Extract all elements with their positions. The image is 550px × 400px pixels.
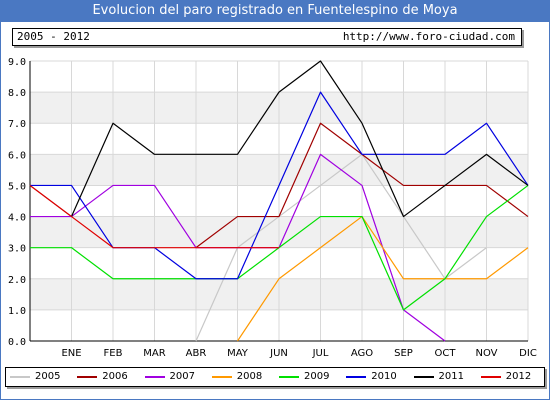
legend-swatch	[77, 376, 98, 378]
legend-swatch	[144, 376, 165, 378]
y-tick-label: 0.0	[8, 337, 26, 348]
chart-legend: 2005 2006 2007 2008 2009 2010 2011 2012	[5, 367, 545, 387]
x-tick-label: FEB	[104, 348, 123, 359]
legend-item-2006: 2006	[77, 368, 140, 386]
legend-label: 2010	[371, 371, 397, 382]
legend-label: 2007	[169, 371, 195, 382]
year-range: 2005 - 2012	[17, 30, 90, 43]
legend-swatch	[211, 376, 232, 378]
x-tick-label: AGO	[351, 348, 373, 359]
y-tick-label: 3.0	[8, 244, 26, 255]
x-tick-label: JUN	[269, 348, 288, 359]
legend-item-2008: 2008	[211, 368, 275, 386]
legend-swatch	[279, 376, 299, 378]
legend-item-2010: 2010	[346, 368, 409, 386]
legend-swatch	[10, 376, 30, 378]
legend-label: 2012	[505, 371, 532, 382]
series-line-2011	[70, 60, 529, 218]
x-tick-label: MAY	[227, 348, 249, 359]
series-line-2008	[237, 215, 529, 342]
legend-label: 2011	[438, 371, 464, 382]
legend-label: 2005	[35, 371, 61, 382]
legend-swatch	[346, 376, 367, 378]
y-tick-label: 2.0	[8, 275, 26, 286]
legend-item-2005: 2005	[10, 368, 73, 386]
series-line-2012	[29, 184, 279, 249]
x-tick-label: ENE	[61, 348, 81, 359]
legend-label: 2006	[102, 371, 128, 382]
info-box: 2005 - 2012 http://www.foro-ciudad.com	[12, 28, 522, 46]
legend-item-2012: 2012	[480, 368, 544, 386]
legend-item-2007: 2007	[144, 368, 208, 386]
x-tick-label: SEP	[394, 348, 413, 359]
legend-swatch	[413, 376, 434, 378]
x-tick-label: JUL	[312, 348, 329, 359]
chart-title: Evolucion del paro registrado en Fuentel…	[0, 0, 550, 22]
x-tick-label: DIC	[519, 348, 537, 359]
legend-label: 2009	[304, 371, 330, 382]
x-tick-label: MAR	[143, 348, 165, 359]
source-url[interactable]: http://www.foro-ciudad.com	[342, 30, 515, 43]
legend-swatch	[480, 376, 501, 378]
legend-label: 2008	[236, 371, 263, 382]
y-tick-label: 8.0	[8, 88, 26, 99]
y-tick-label: 9.0	[8, 57, 26, 68]
y-tick-label: 1.0	[8, 306, 26, 317]
legend-item-2011: 2011	[413, 368, 477, 386]
legend-item-2009: 2009	[279, 368, 342, 386]
x-tick-label: NOV	[475, 348, 497, 359]
y-tick-label: 6.0	[8, 150, 26, 161]
y-tick-label: 7.0	[8, 119, 26, 130]
y-tick-label: 5.0	[8, 181, 26, 192]
x-tick-label: ABR	[186, 348, 207, 359]
y-tick-label: 4.0	[8, 213, 26, 224]
x-tick-label: OCT	[435, 348, 457, 359]
